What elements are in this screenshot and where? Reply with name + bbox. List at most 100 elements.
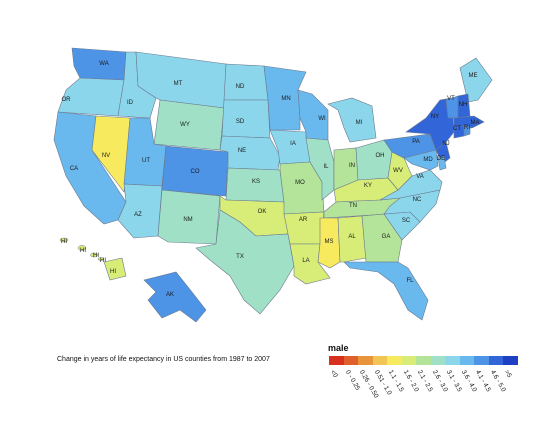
legend-swatch-5 xyxy=(387,356,402,365)
state-label-nm: NM xyxy=(183,217,192,223)
state-il xyxy=(305,137,335,201)
legend-swatch-4 xyxy=(372,356,387,365)
state-label-md: MD xyxy=(423,157,433,163)
state-label-nd: ND xyxy=(236,84,245,90)
hawaii-island-4 xyxy=(97,257,105,261)
state-ne xyxy=(219,135,281,171)
legend-swatch-10 xyxy=(459,356,474,365)
state-label-vt: VT xyxy=(447,96,455,102)
state-nv xyxy=(91,115,131,193)
state-nm xyxy=(157,189,221,245)
legend-swatch-11 xyxy=(474,356,489,365)
legend-swatch-8 xyxy=(430,356,445,365)
state-nh xyxy=(457,93,471,119)
state-nd xyxy=(223,63,269,101)
state-label-wv: WV xyxy=(393,168,403,174)
state-ri xyxy=(463,125,471,137)
state-de xyxy=(437,155,447,171)
state-label-mi: MI xyxy=(356,120,363,126)
state-label-al: AL xyxy=(348,234,356,240)
state-label-wi: WI xyxy=(318,116,326,122)
state-label-wa: WA xyxy=(99,61,108,67)
legend-swatch-2 xyxy=(343,356,358,365)
state-label-pa: PA xyxy=(412,139,420,145)
state-label-tx: TX xyxy=(236,254,244,260)
legend-swatch-1 xyxy=(329,356,344,365)
state-sd xyxy=(221,99,271,139)
state-label-tn: TN xyxy=(349,203,357,209)
hawaii-island-label-3: HI xyxy=(93,253,99,259)
hawaii-island-label-2: HI xyxy=(80,248,86,254)
state-label-ma: MA xyxy=(471,120,480,126)
state-label-ca: CA xyxy=(70,166,78,172)
state-label-id: ID xyxy=(127,100,134,106)
state-mi xyxy=(327,97,377,143)
state-label-sc: SC xyxy=(402,218,411,224)
state-label-mn: MN xyxy=(281,96,290,102)
state-label-oh: OH xyxy=(376,153,385,159)
state-label-ut: UT xyxy=(142,158,150,164)
state-label-fl: FL xyxy=(406,278,414,284)
state-label-ia: IA xyxy=(290,141,296,147)
hawaii-island-1 xyxy=(59,237,69,243)
state-label-nh: NH xyxy=(459,102,468,108)
state-label-ms: MS xyxy=(325,239,334,245)
state-tx xyxy=(195,209,295,315)
legend-swatch-6 xyxy=(401,356,416,365)
state-or xyxy=(57,77,125,117)
state-al xyxy=(337,215,367,263)
state-label-or: OR xyxy=(62,97,72,103)
state-md xyxy=(403,149,439,171)
hawaii-island-label-1: HI xyxy=(61,239,67,245)
state-wv xyxy=(387,151,413,191)
state-label-ga: GA xyxy=(382,234,391,240)
state-label-ky: KY xyxy=(364,183,372,189)
state-ma xyxy=(453,115,485,129)
state-label-az: AZ xyxy=(134,212,142,218)
state-label-ak: AK xyxy=(166,292,174,298)
state-ak xyxy=(143,271,207,323)
state-label-sd: SD xyxy=(236,119,245,125)
state-label-co: CO xyxy=(191,169,200,175)
map-caption: Change in years of life expectancy in US… xyxy=(57,356,270,363)
state-label-nc: NC xyxy=(413,197,422,203)
state-label-mo: MO xyxy=(295,180,305,186)
state-az xyxy=(117,183,163,239)
state-label-wy: WY xyxy=(180,122,190,128)
state-label-la: LA xyxy=(302,258,309,264)
legend-swatch-3 xyxy=(358,356,373,365)
state-label-ri: RI xyxy=(464,125,470,131)
state-label-nv: NV xyxy=(102,153,110,159)
state-labels-layer: WA OR CA NV ID MT WY UT AZ CO NM ND SD NE KS OK TX MN IA MO… xyxy=(61,61,480,298)
state-label-ks: KS xyxy=(252,179,260,185)
legend-swatch-13 xyxy=(503,356,518,365)
state-label-nj: NJ xyxy=(442,141,449,147)
state-oh xyxy=(355,139,393,181)
hawaii-island-2 xyxy=(77,245,87,251)
state-mn xyxy=(263,65,307,131)
state-label-mt: MT xyxy=(174,81,183,87)
legend-swatch-9 xyxy=(445,356,460,365)
state-hi xyxy=(103,257,127,281)
states-layer xyxy=(53,47,493,323)
state-label-ar: AR xyxy=(299,217,308,223)
hawaii-island-3 xyxy=(90,252,98,258)
state-label-in: IN xyxy=(349,163,355,169)
state-label-ok: OK xyxy=(258,209,267,215)
state-fl xyxy=(343,261,429,321)
state-label-va: VA xyxy=(416,174,424,180)
state-label-de: DE xyxy=(437,156,445,162)
legend-title: male xyxy=(328,343,349,353)
legend-swatch-12 xyxy=(488,356,503,365)
state-ks xyxy=(225,167,285,203)
legend-swatch-7 xyxy=(416,356,431,365)
state-label-ct: CT xyxy=(453,126,461,132)
legend-color-bar xyxy=(329,356,518,365)
state-label-il: IL xyxy=(323,164,329,170)
state-label-hi: HI xyxy=(110,269,116,275)
hawaii-island-label-4: HI xyxy=(100,258,106,264)
state-label-me: ME xyxy=(469,73,478,79)
state-label-ne: NE xyxy=(238,148,246,154)
state-label-ny: NY xyxy=(431,114,439,120)
